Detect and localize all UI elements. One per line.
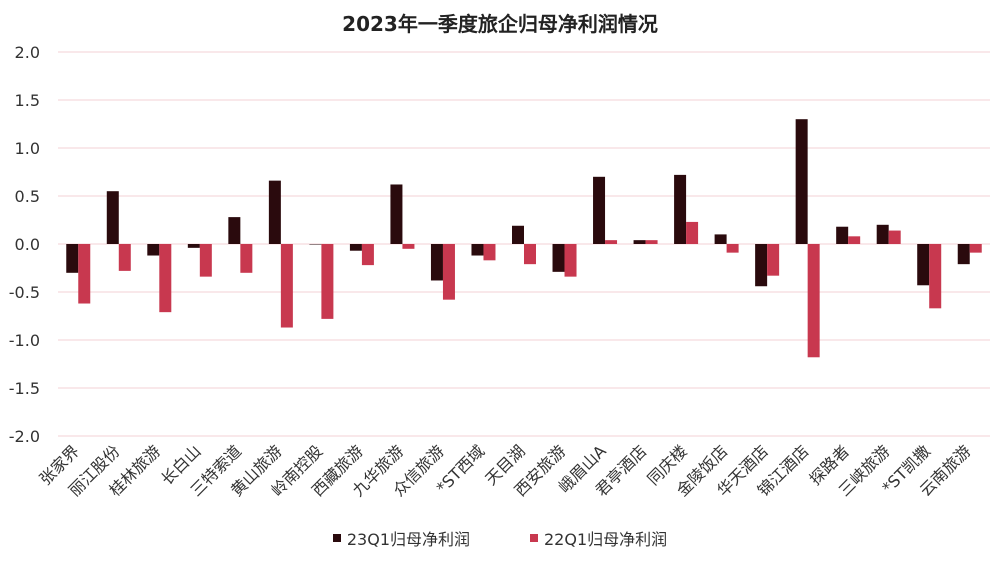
legend-swatch-23q1	[332, 534, 341, 542]
y-tick-label: 0.5	[15, 187, 40, 206]
chart-title: 2023年一季度旅企归母净利润情况	[342, 12, 658, 36]
bar-22q1	[483, 244, 496, 261]
bar-23q1	[471, 244, 484, 256]
legend-label-22q1: 22Q1归母净利润	[544, 530, 668, 549]
bar-22q1	[118, 244, 131, 271]
bar-23q1	[795, 119, 808, 244]
bar-22q1	[524, 244, 536, 265]
bar-22q1	[726, 244, 739, 253]
bar-23q1	[66, 244, 79, 273]
bar-22q1	[199, 244, 212, 277]
bar-23q1	[228, 217, 241, 244]
bar-22q1	[240, 244, 253, 273]
bar-23q1	[147, 244, 160, 256]
bar-22q1	[564, 244, 577, 277]
y-tick-label: 0.0	[15, 235, 40, 254]
bar-23q1	[836, 226, 849, 244]
legend-item-22q1: 22Q1归母净利润	[530, 526, 667, 550]
y-tick-label: -1.0	[9, 331, 40, 350]
legend: 23Q1归母净利润 22Q1归母净利润	[0, 526, 1000, 550]
bar-22q1	[888, 230, 901, 244]
bar-23q1	[674, 174, 687, 244]
bar-23q1	[430, 244, 443, 281]
y-tick-label: -2.0	[9, 427, 40, 446]
bar-23q1	[512, 225, 524, 244]
y-tick-label: -0.5	[9, 283, 40, 302]
bar-23q1	[309, 244, 322, 245]
legend-label-23q1: 23Q1归母净利润	[346, 530, 470, 549]
bar-23q1	[755, 244, 768, 287]
bar-22q1	[605, 240, 618, 244]
bar-23q1	[593, 176, 606, 244]
bar-22q1	[280, 244, 293, 328]
y-tick-label: 1.5	[15, 91, 40, 110]
legend-swatch-22q1	[530, 534, 538, 542]
bar-23q1	[917, 244, 930, 286]
bar-22q1	[929, 244, 942, 309]
bar-22q1	[321, 244, 334, 319]
bar-22q1	[442, 244, 455, 300]
bar-23q1	[876, 224, 889, 244]
y-tick-label: 2.0	[15, 43, 40, 62]
bar-23q1	[268, 180, 281, 244]
bar-22q1	[686, 221, 699, 244]
bar-23q1	[957, 244, 970, 265]
bar-23q1	[714, 234, 727, 244]
bar-22q1	[361, 244, 374, 266]
y-tick-label: 1.0	[15, 139, 40, 158]
legend-item-23q1: 23Q1归母净利润	[332, 526, 470, 550]
bar-23q1	[349, 244, 362, 251]
bar-22q1	[807, 244, 820, 358]
bar-23q1	[390, 184, 403, 244]
bar-22q1	[78, 244, 91, 304]
bar-22q1	[645, 240, 658, 244]
bar-22q1	[848, 236, 861, 244]
bar-23q1	[633, 240, 646, 244]
bar-23q1	[106, 191, 119, 244]
bar-22q1	[969, 244, 982, 253]
bar-23q1	[552, 244, 565, 272]
y-tick-label: -1.5	[9, 379, 40, 398]
bar-23q1	[187, 244, 200, 248]
bar-22q1	[159, 244, 172, 313]
bar-22q1	[767, 244, 780, 276]
bar-22q1	[402, 244, 415, 249]
